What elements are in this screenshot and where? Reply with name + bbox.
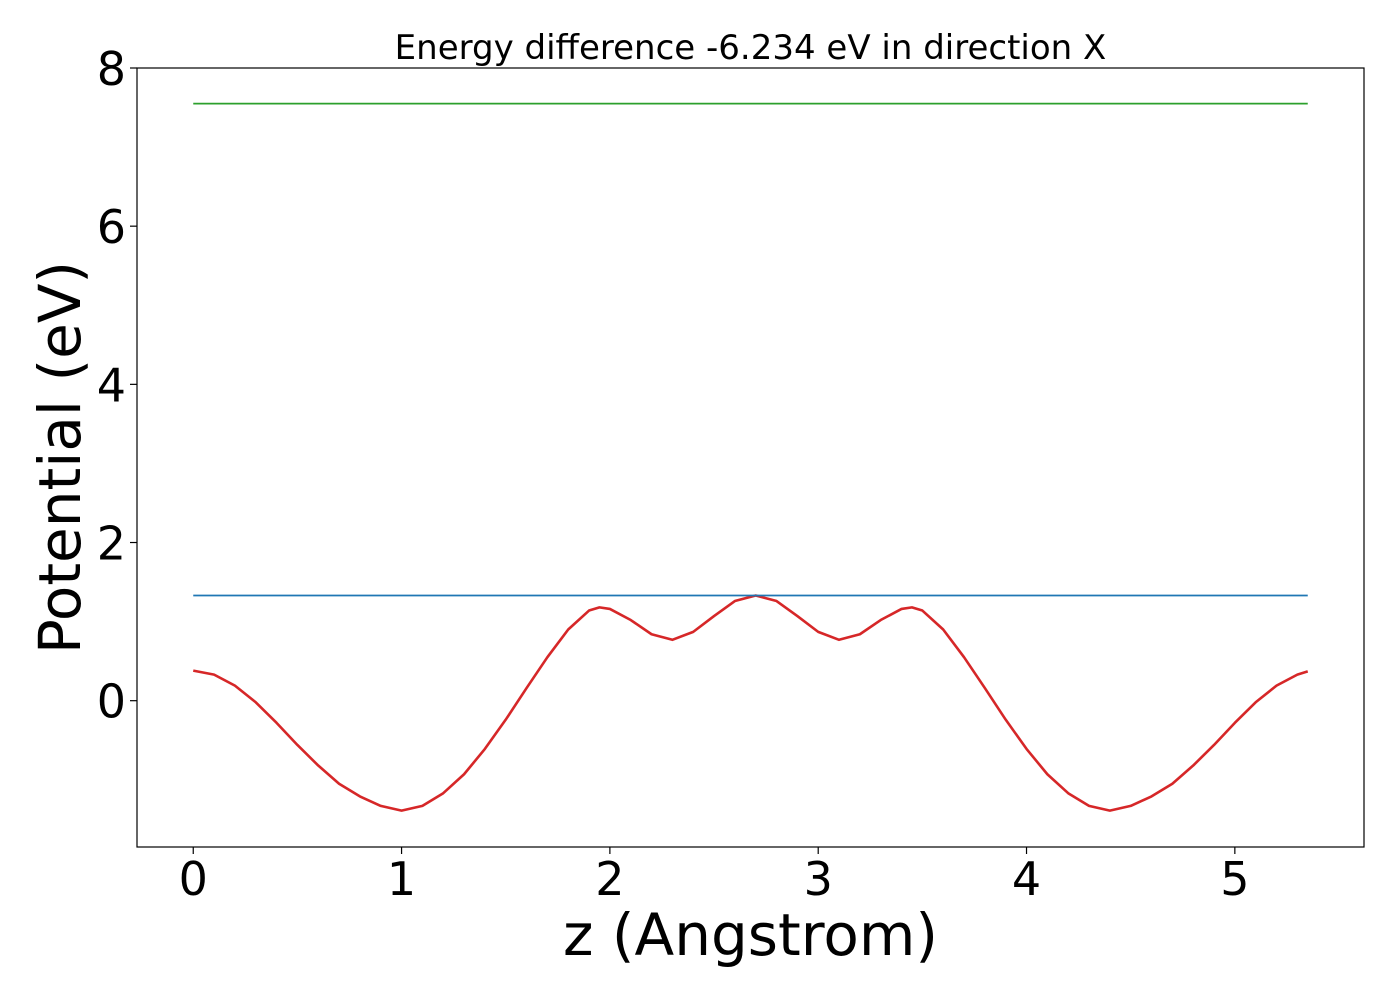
y-axis-label: Potential (eV) <box>26 261 94 654</box>
y-tick-label: 4 <box>97 358 126 412</box>
x-tick-label: 4 <box>1012 852 1041 906</box>
x-tick-label: 0 <box>179 852 208 906</box>
x-axis-label: z (Angstrom) <box>563 901 938 969</box>
y-tick-label: 6 <box>97 200 126 254</box>
x-axis: 0 1 2 3 4 5 <box>179 847 1249 906</box>
y-tick-label: 0 <box>97 675 126 729</box>
y-tick-label: 8 <box>97 42 126 96</box>
plot-area-frame <box>136 67 1365 848</box>
x-tick-label: 2 <box>595 852 624 906</box>
x-tick-label: 1 <box>387 852 416 906</box>
y-tick-label: 2 <box>97 517 126 571</box>
y-axis: 0 2 4 6 8 <box>97 42 137 729</box>
x-tick-label: 5 <box>1220 852 1249 906</box>
x-tick-label: 3 <box>804 852 833 906</box>
chart-title: Energy difference -6.234 eV in direction… <box>395 28 1107 68</box>
series-layer <box>193 102 1309 812</box>
